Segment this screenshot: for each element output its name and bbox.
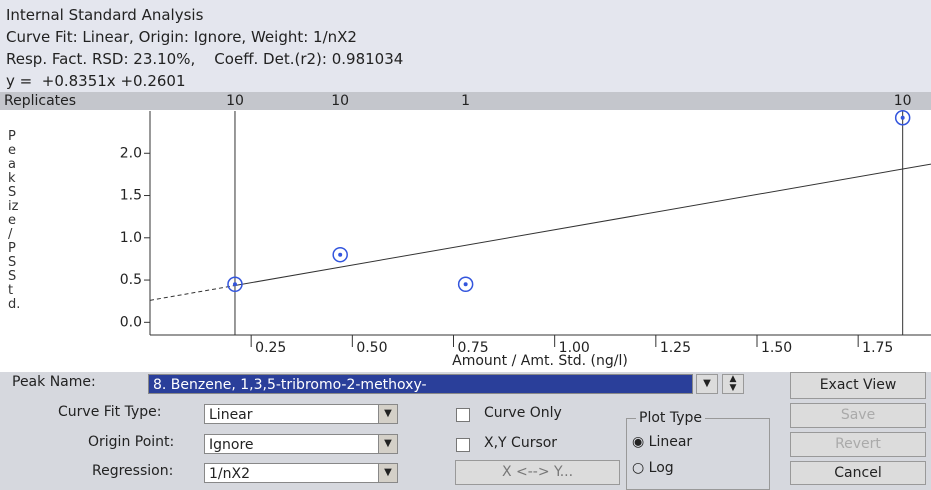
x-tick-label: 1.00 — [559, 340, 590, 356]
origin-point: Ignore — [209, 437, 254, 453]
plot-type-label: Plot Type — [636, 410, 705, 426]
y-tick-label: 0.5 — [120, 272, 142, 288]
info-line: y = +0.8351x +0.2601 — [6, 72, 186, 90]
xy-cursor-checkbox[interactable] — [456, 438, 470, 452]
replicates-bar — [0, 92, 931, 110]
radio-linear[interactable]: ◉ Linear — [632, 434, 693, 450]
replicate-count: 10 — [331, 93, 349, 109]
dropdown-button[interactable]: ▼ — [696, 374, 718, 394]
curve-fit-type-label: Curve Fit Type: — [58, 404, 162, 420]
x-tick-label: 0.25 — [255, 340, 286, 356]
chart: Replicates 0.0 0.5 1.0 1.5 2.0 0.25 0.50 0.75 1.… — [0, 92, 931, 372]
exact-view-button[interactable]: Exact View — [790, 372, 926, 399]
plot-type-group — [626, 418, 770, 490]
data-point-center — [338, 252, 343, 257]
data-point-center — [232, 282, 237, 287]
radio-log[interactable]: ○ Log — [632, 460, 674, 476]
info-line: Resp. Fact. RSD: 23.10%, Coeff. Det.(r2)… — [6, 50, 404, 68]
data-point — [332, 246, 348, 263]
curve-fit-type: Linear — [209, 407, 253, 423]
data-point-center — [900, 115, 905, 120]
curve-fit-type-select[interactable]: Linear ▼ — [204, 404, 398, 424]
peak-name-select[interactable]: 8. Benzene, 1,3,5-tribromo-2-methoxy- — [148, 374, 693, 394]
x-tick-label: 0.75 — [457, 340, 488, 356]
x-tick-label: 1.50 — [761, 340, 792, 356]
data-point — [227, 276, 243, 293]
y-tick-label: 2.0 — [120, 145, 142, 161]
combo-arrow: ▼ — [378, 435, 397, 453]
replicate-count: 1 — [461, 93, 470, 109]
origin-point-label: Origin Point: — [88, 434, 175, 450]
curve-only-label: Curve Only — [484, 405, 562, 421]
data-point-center — [463, 282, 468, 287]
radio-label: Linear — [648, 434, 693, 450]
save-button[interactable]: Save — [790, 403, 926, 428]
revert-button[interactable]: Revert — [790, 432, 926, 457]
y-tick-label: 1.0 — [120, 230, 142, 246]
regression-select[interactable]: 1/nX2 ▼ — [204, 463, 398, 483]
y-axis-label: Peak Size / PS Std. — [8, 129, 21, 312]
curve-only-checkbox[interactable] — [456, 408, 470, 422]
x-axis-label: Amount / Amt. Std. (ng/l) — [452, 353, 628, 369]
radio-label: Log — [648, 460, 674, 476]
x-tick-label: 1.25 — [660, 340, 691, 356]
data-point — [457, 276, 474, 293]
peak-name-label: Peak Name: — [12, 374, 96, 390]
origin-point-select[interactable]: Ignore ▼ — [204, 434, 398, 454]
x-tick-label: 0.50 — [356, 340, 387, 356]
fit-line — [234, 163, 931, 287]
replicate-count: 10 — [894, 93, 912, 109]
xy-cursor-label: X,Y Cursor — [484, 435, 558, 451]
y-tick-label: 0.0 — [120, 314, 142, 330]
plot-background — [0, 110, 931, 372]
title: Internal Standard Analysis — [6, 6, 204, 24]
y-tick-label: 1.5 — [120, 188, 142, 204]
cancel-button[interactable]: Cancel — [790, 461, 926, 485]
data-point — [894, 110, 911, 126]
header: Internal Standard Analysis Curve Fit: Li… — [0, 0, 931, 92]
x-tick-label: 1.75 — [862, 340, 893, 356]
swap-axes-button[interactable]: X <--> Y... — [455, 460, 620, 485]
spin-button[interactable]: ▲ ▼ — [722, 374, 744, 394]
peak-name: 8. Benzene, 1,3,5-tribromo-2-methoxy- — [153, 377, 427, 393]
regression-label: Regression: — [92, 463, 174, 479]
regression: 1/nX2 — [209, 466, 250, 482]
fit-line-extrapolated — [149, 285, 236, 301]
replicates-label: Replicates — [4, 93, 76, 109]
combo-arrow: ▼ — [378, 464, 397, 482]
combo-arrow: ▼ — [378, 405, 397, 423]
replicate-count: 10 — [226, 93, 244, 109]
info-line: Curve Fit: Linear, Origin: Ignore, Weigh… — [6, 28, 357, 46]
